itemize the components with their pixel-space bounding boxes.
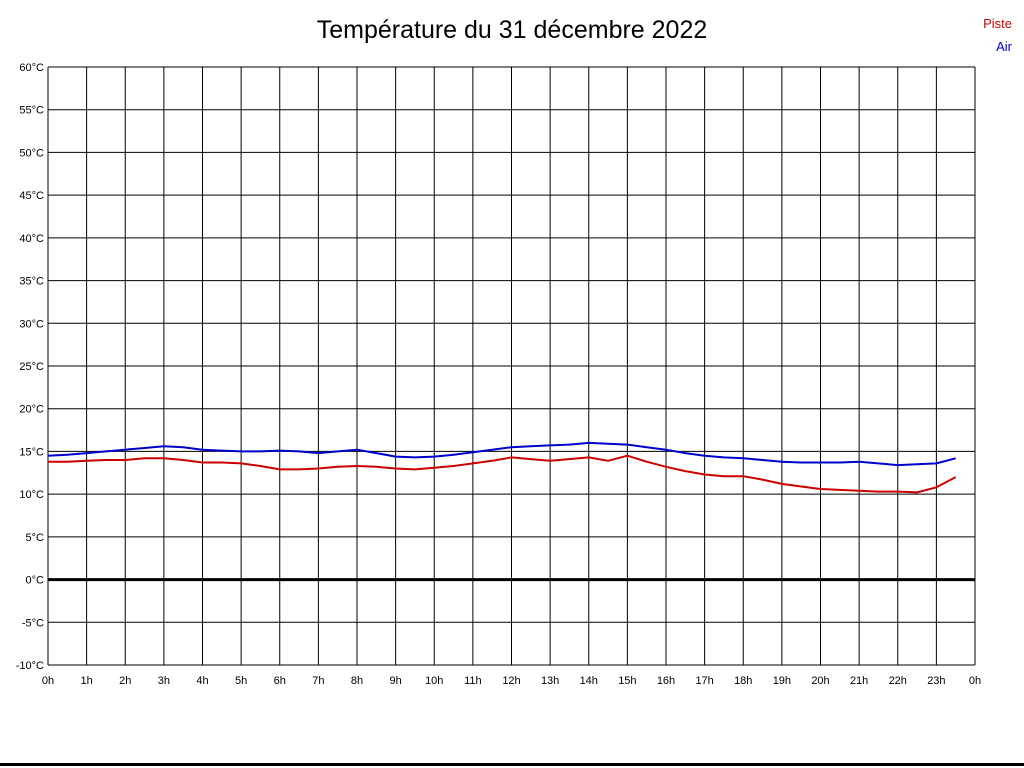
svg-text:18h: 18h bbox=[734, 675, 752, 687]
chart-legend: Piste Air bbox=[983, 12, 1012, 58]
svg-text:7h: 7h bbox=[312, 675, 324, 687]
legend-item-piste: Piste bbox=[983, 16, 1012, 31]
svg-text:0h: 0h bbox=[42, 675, 54, 687]
svg-text:17h: 17h bbox=[695, 675, 713, 687]
svg-text:10°C: 10°C bbox=[19, 489, 44, 501]
svg-text:60°C: 60°C bbox=[19, 62, 44, 74]
svg-text:45°C: 45°C bbox=[19, 190, 44, 202]
svg-text:19h: 19h bbox=[773, 675, 791, 687]
svg-text:5h: 5h bbox=[235, 675, 247, 687]
svg-text:8h: 8h bbox=[351, 675, 363, 687]
svg-text:13h: 13h bbox=[541, 675, 559, 687]
svg-text:15h: 15h bbox=[618, 675, 636, 687]
svg-text:35°C: 35°C bbox=[19, 276, 44, 288]
svg-text:10h: 10h bbox=[425, 675, 443, 687]
bottom-border-line bbox=[0, 763, 1024, 766]
svg-text:16h: 16h bbox=[657, 675, 675, 687]
svg-text:40°C: 40°C bbox=[19, 233, 44, 245]
legend-item-air: Air bbox=[996, 39, 1012, 54]
svg-text:22h: 22h bbox=[889, 675, 907, 687]
svg-text:55°C: 55°C bbox=[19, 105, 44, 117]
svg-text:12h: 12h bbox=[502, 675, 520, 687]
svg-text:2h: 2h bbox=[119, 675, 131, 687]
svg-text:25°C: 25°C bbox=[19, 361, 44, 373]
svg-text:6h: 6h bbox=[274, 675, 286, 687]
svg-text:14h: 14h bbox=[580, 675, 598, 687]
svg-text:50°C: 50°C bbox=[19, 147, 44, 159]
svg-text:3h: 3h bbox=[158, 675, 170, 687]
svg-text:20h: 20h bbox=[811, 675, 829, 687]
svg-text:-5°C: -5°C bbox=[22, 617, 44, 629]
svg-text:0h: 0h bbox=[969, 675, 981, 687]
svg-text:15°C: 15°C bbox=[19, 446, 44, 458]
chart-title: Température du 31 décembre 2022 bbox=[316, 16, 708, 44]
svg-text:9h: 9h bbox=[390, 675, 402, 687]
svg-text:4h: 4h bbox=[196, 675, 208, 687]
svg-text:5°C: 5°C bbox=[26, 532, 45, 544]
series-line-piste bbox=[48, 454, 957, 494]
series-line-air bbox=[47, 441, 956, 467]
svg-text:21h: 21h bbox=[850, 675, 868, 687]
svg-text:0°C: 0°C bbox=[26, 575, 45, 587]
svg-text:1h: 1h bbox=[81, 675, 93, 687]
svg-text:23h: 23h bbox=[927, 675, 945, 687]
svg-text:-10°C: -10°C bbox=[16, 660, 44, 672]
svg-text:11h: 11h bbox=[464, 675, 482, 687]
svg-text:30°C: 30°C bbox=[19, 318, 44, 330]
svg-text:20°C: 20°C bbox=[19, 404, 44, 416]
